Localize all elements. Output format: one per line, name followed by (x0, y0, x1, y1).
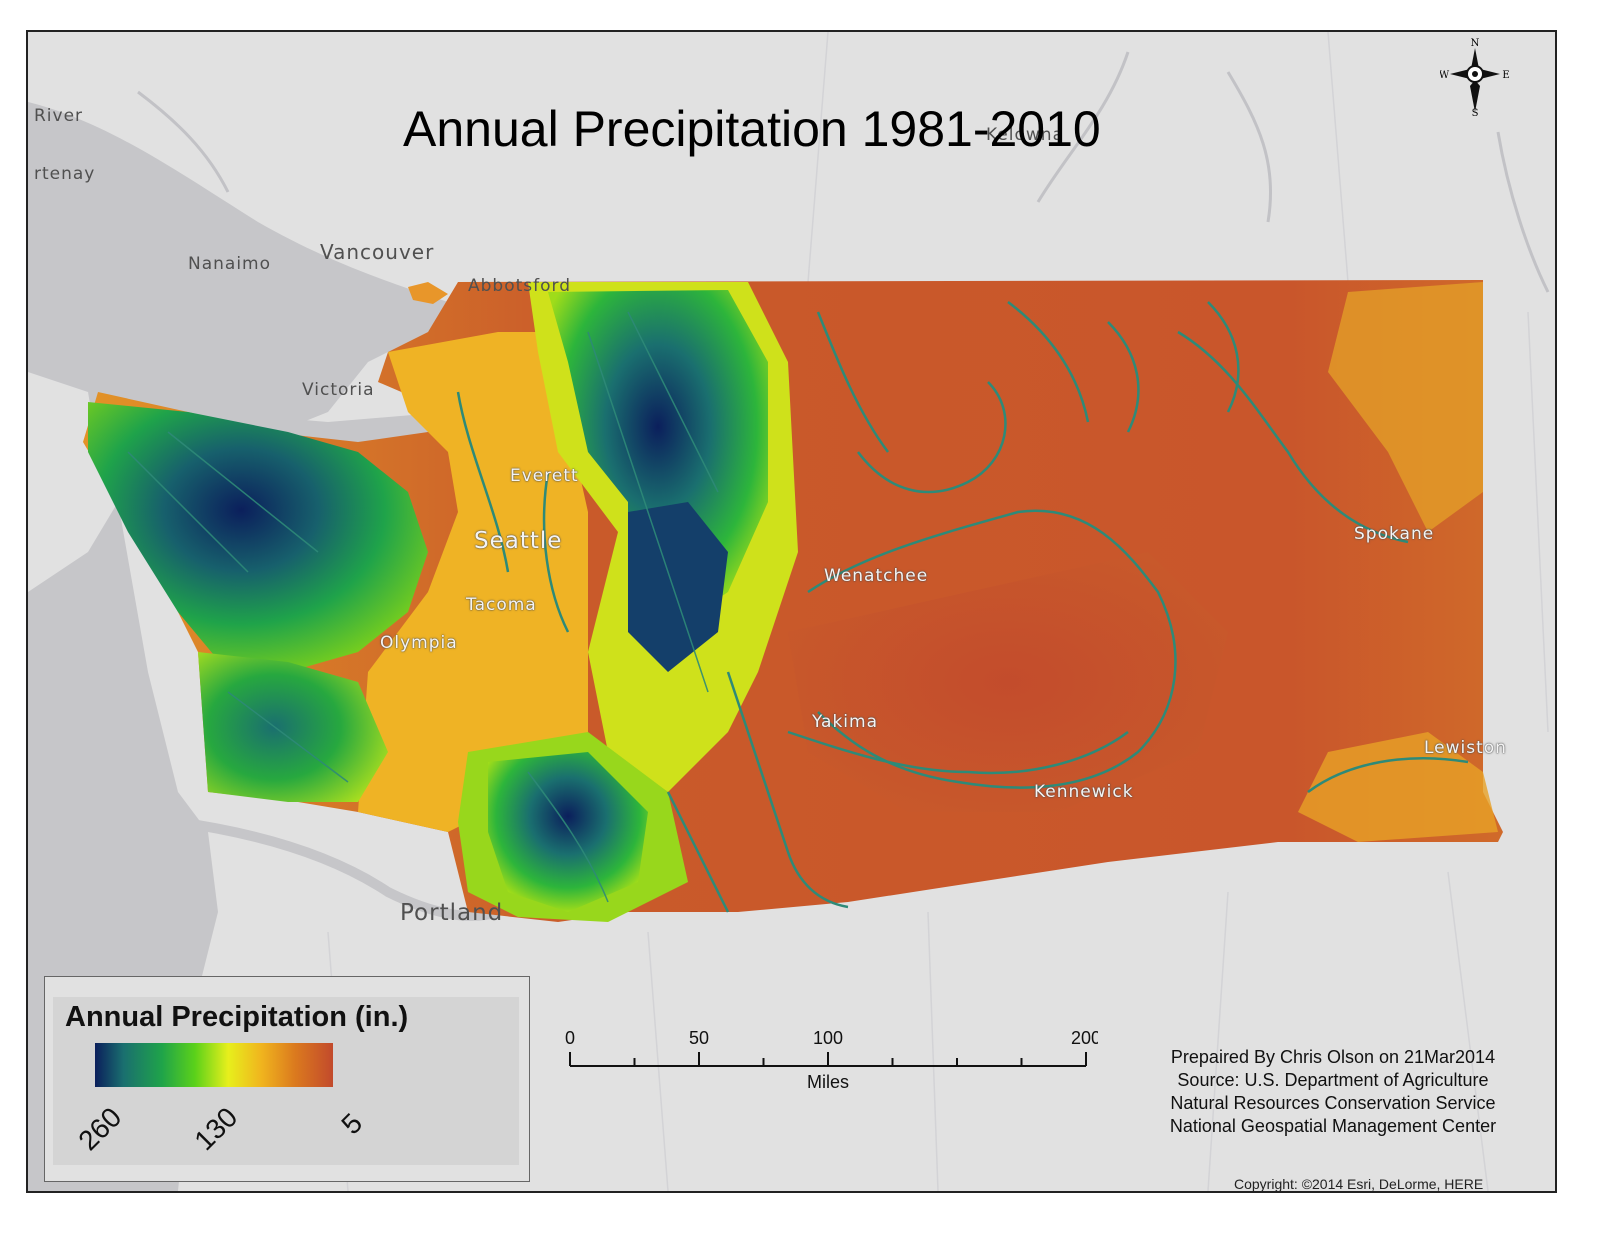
legend-label-high: 260 (72, 1101, 128, 1157)
place-label-olympia: Olympia (380, 633, 458, 653)
legend-color-ramp (95, 1043, 333, 1087)
compass-e: E (1502, 70, 1509, 81)
precipitation-map[interactable] (28, 32, 1555, 1191)
columbia-river (177, 817, 500, 921)
scale-bar: 0 50 100 200 Miles (565, 1028, 1098, 1092)
contour-lines-dense (127, 311, 719, 903)
contour-lines (456, 301, 1469, 913)
place-label-portland: Portland (400, 900, 504, 926)
place-label-wenatchee: Wenatchee (824, 566, 929, 586)
legend-title: Annual Precipitation (in.) (65, 1001, 409, 1033)
compass-s: S (1472, 108, 1479, 116)
place-label-tacoma: Tacoma (466, 595, 537, 615)
scale-unit: Miles (807, 1072, 849, 1092)
place-label-yakima: Yakima (812, 712, 879, 732)
basemap-rivers (137, 51, 1550, 293)
credits-block: Prepaired By Chris Olson on 21Mar2014 So… (1148, 1046, 1518, 1138)
place-label-courtenay: rtenay (34, 164, 96, 184)
place-label-kennewick: Kennewick (1034, 782, 1134, 802)
credits-line: Source: U.S. Department of Agriculture (1177, 1070, 1489, 1090)
place-label-vancouver: Vancouver (320, 240, 435, 264)
compass-n: N (1471, 38, 1480, 49)
place-label-kelowna: Kelowna (986, 125, 1064, 145)
place-label-abbotsford: Abbotsford (468, 276, 572, 296)
copyright-text: Copyright: ©2014 Esri, DeLorme, HERE (1234, 1176, 1484, 1192)
north-arrow-icon: N S W E (1440, 38, 1510, 116)
map-title: Annual Precipitation 1981-2010 (403, 101, 1101, 157)
scale-tick-0: 0 (565, 1028, 575, 1048)
scale-tick-50: 50 (689, 1028, 709, 1048)
place-label-spokane: Spokane (1354, 524, 1435, 544)
place-label-seattle: Seattle (474, 528, 563, 554)
strait-of-georgia (28, 102, 448, 432)
washington-precipitation (83, 280, 1503, 922)
credits-line: National Geospatial Management Center (1169, 1116, 1497, 1136)
compass-w: W (1440, 70, 1450, 81)
place-label-lewiston: Lewiston (1424, 738, 1507, 758)
place-label-nanaimo: Nanaimo (188, 254, 272, 274)
map-frame: River rtenay Nanaimo Vancouver Kelowna A… (26, 30, 1557, 1193)
legend-panel: Annual Precipitation (in.) 260 130 5 (53, 997, 519, 1165)
legend-label-low: 5 (335, 1107, 369, 1141)
place-label-victoria: Victoria (302, 380, 375, 400)
credits-line: Natural Resources Conservation Service (1170, 1093, 1496, 1113)
credits-line: Prepaired By Chris Olson on 21Mar2014 (1170, 1047, 1496, 1067)
legend: Annual Precipitation (in.) 260 130 5 (44, 976, 530, 1182)
scale-tick-100: 100 (813, 1028, 843, 1048)
place-label-everett: Everett (510, 466, 579, 486)
place-label-river: River (34, 106, 84, 126)
legend-label-mid: 130 (188, 1101, 244, 1157)
scale-tick-200: 200 (1071, 1028, 1098, 1048)
basemap-boundaries (327, 32, 1549, 1191)
